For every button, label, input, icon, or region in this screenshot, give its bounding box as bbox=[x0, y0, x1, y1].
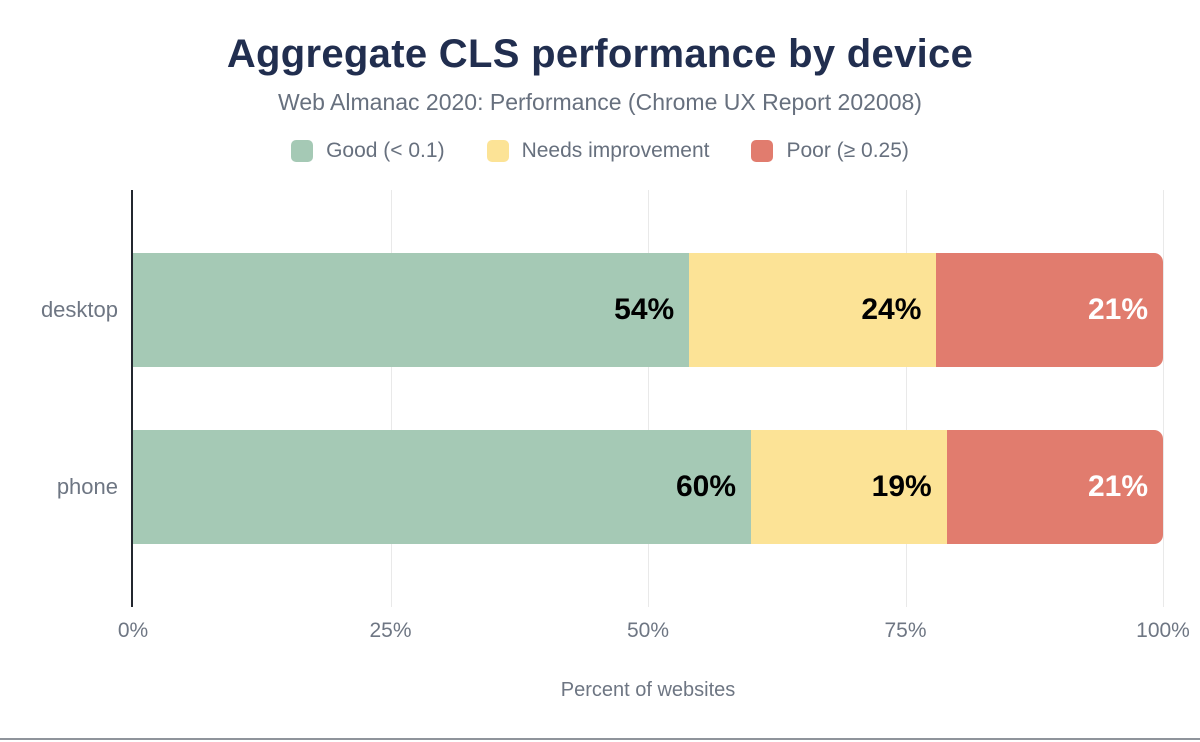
bar-segment-phone-1[interactable]: 60% bbox=[133, 430, 751, 544]
plot-area: desktop 54% 24% 21% phone 60% 19% 21% 0% 25% 50% 7… bbox=[41, 190, 1190, 701]
legend-item-poor: Poor (≥ 0.25) bbox=[751, 139, 909, 163]
category-label-phone: phone bbox=[56, 474, 118, 499]
bar-segment-phone-2[interactable]: 19% bbox=[751, 430, 947, 544]
bar-row-desktop: desktop 54% 24% 21% bbox=[41, 253, 1163, 367]
bottom-rule bbox=[0, 738, 1200, 740]
legend-swatch-poor bbox=[751, 140, 774, 162]
bar-segment-phone-3[interactable]: 21% bbox=[946, 430, 1163, 544]
x-tick-label-50: 50% bbox=[626, 619, 670, 642]
legend-label-poor: Poor (≥ 0.25) bbox=[786, 139, 909, 162]
bar-segment-desktop-3[interactable]: 21% bbox=[936, 253, 1163, 367]
chart-subtitle: Web Almanac 2020: Performance (Chrome UX… bbox=[278, 89, 922, 115]
legend-swatch-needs-improvement bbox=[486, 140, 509, 162]
chart-title: Aggregate CLS performance by device bbox=[226, 32, 974, 76]
legend-item-needs-improvement: Needs improvement bbox=[486, 139, 710, 163]
x-tick-label-75: 75% bbox=[884, 619, 927, 642]
y-axis-line bbox=[131, 190, 133, 607]
chart-legend: Good (< 0.1) Needs improvement Poor (≥ 0… bbox=[0, 139, 1200, 163]
legend-item-good: Good (< 0.1) bbox=[291, 139, 445, 163]
gridline-25 bbox=[390, 190, 392, 607]
bar-row-phone: phone 60% 19% 21% bbox=[57, 430, 1163, 544]
bars-container: desktop 54% 24% 21% phone 60% 19% 21% bbox=[41, 190, 1163, 607]
x-tick-label-25: 25% bbox=[369, 619, 412, 642]
gridline-75 bbox=[905, 190, 907, 607]
legend-label-needs-improvement: Needs improvement bbox=[521, 139, 710, 162]
bar-segment-desktop-2[interactable]: 24% bbox=[689, 253, 937, 367]
legend-swatch-good bbox=[291, 140, 314, 162]
x-tick-label-0: 0% bbox=[117, 619, 149, 642]
gridline-100 bbox=[1163, 190, 1164, 607]
x-tick-label-100: 100% bbox=[1136, 619, 1190, 642]
x-axis-title: Percent of websites bbox=[560, 679, 736, 701]
legend-label-good: Good (< 0.1) bbox=[326, 139, 445, 162]
gridline-50 bbox=[648, 190, 649, 607]
bar-segment-desktop-1[interactable]: 54% bbox=[133, 253, 690, 367]
category-label-desktop: desktop bbox=[40, 297, 118, 322]
